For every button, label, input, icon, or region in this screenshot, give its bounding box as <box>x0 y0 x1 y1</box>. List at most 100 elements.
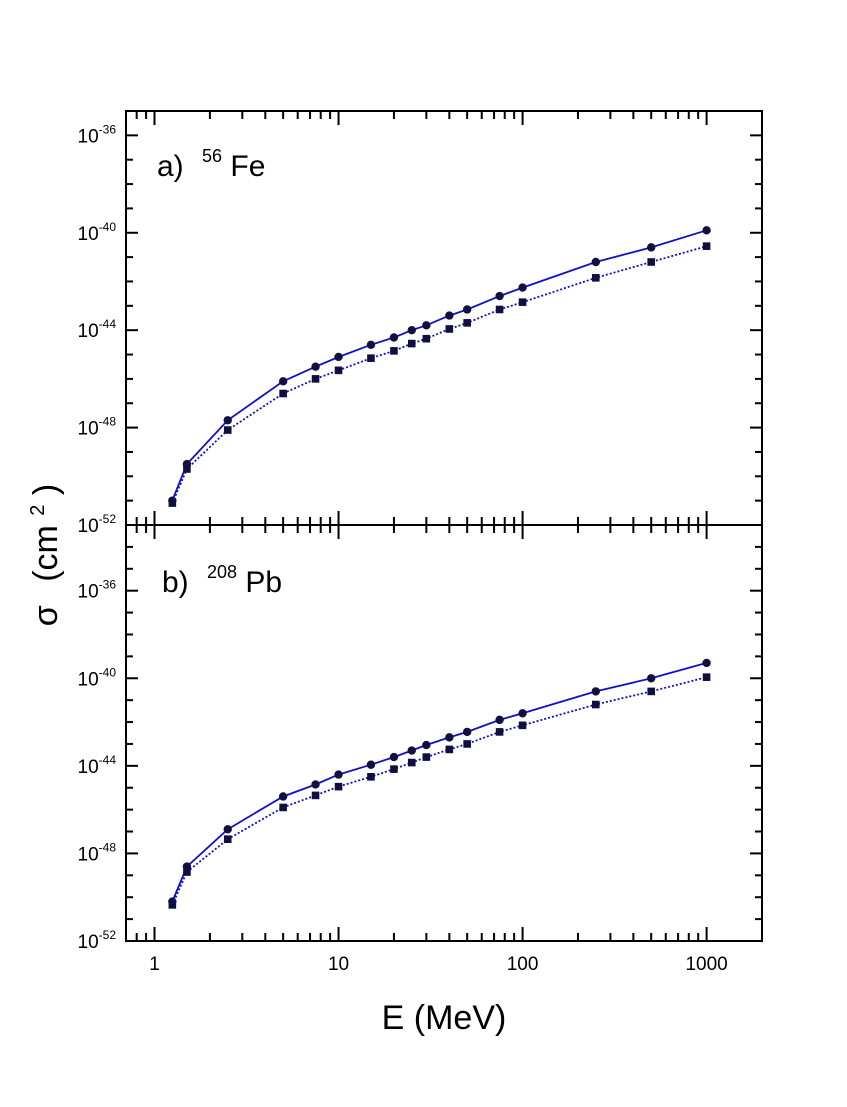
panel-b-series-0-point <box>702 658 711 668</box>
panel-b-series-1-point <box>390 765 398 773</box>
panel-b-series-0-point <box>462 727 472 737</box>
ytick-label-base: 10 <box>78 126 99 147</box>
panel-a-series-0-point <box>445 311 454 320</box>
panel-b-series-1-point <box>367 772 375 781</box>
panel-a-series-1-point <box>518 298 527 306</box>
panel-a-series-0-point <box>591 257 601 267</box>
xtick-label: 10 <box>328 954 349 975</box>
panel-a-series-0-point <box>518 283 527 292</box>
ytick-label-exp: -44 <box>99 317 117 331</box>
ytick-label-exp: -40 <box>99 665 117 679</box>
panel-a-series-0-point <box>334 352 343 362</box>
panel-a-series-1-point <box>463 319 471 327</box>
panel-b-series-0-point <box>334 770 343 779</box>
panel-b-series-0-point <box>445 733 454 742</box>
panel-b-series-0-point <box>407 746 416 755</box>
panel-b-frame <box>125 524 763 942</box>
panel-a-series-0-point <box>462 305 472 314</box>
panel-a-series-1-point <box>367 354 375 362</box>
panel-b-label: b) 208 Pb <box>162 552 282 599</box>
panel-b-series-0-point <box>366 760 376 769</box>
panel-b-ytick-label: 10-36 <box>78 578 117 603</box>
panel-b-series-1-point <box>168 901 177 909</box>
panel-b-series-1-point <box>422 753 431 761</box>
panel-a-ytick-label: 10-44 <box>78 317 117 342</box>
y-axis-title-close: ) <box>27 484 65 495</box>
ytick-label-exp: -44 <box>99 753 117 767</box>
panel-a-series-1-point <box>223 426 232 434</box>
panel-a-series-1-point <box>702 242 711 250</box>
panel-a-series-1-point <box>168 499 177 507</box>
panel-b-label-prefix: b) <box>162 566 189 599</box>
ytick-label-exp: -52 <box>99 512 117 526</box>
panel-b-series-1-point <box>463 740 471 748</box>
ytick-label-base: 10 <box>78 224 99 245</box>
panel-a-series-0-point <box>495 291 504 301</box>
panel-a-series-1-point <box>445 325 454 333</box>
panel-a-series-1-point <box>311 375 320 383</box>
panel-a-series-1-point <box>422 334 431 343</box>
panel-b-label-mass: 208 <box>207 562 237 582</box>
ytick-label-base: 10 <box>78 419 99 440</box>
panel-b-series-1-point <box>223 835 232 843</box>
ytick-label-base: 10 <box>78 757 99 778</box>
panel-b-series-1-point <box>702 673 711 681</box>
ytick-label-base: 10 <box>78 844 99 865</box>
panel-a-ytick-label: 10-36 <box>78 122 117 147</box>
panel-b-ytick-label: 10-44 <box>78 753 117 778</box>
panel-b-series-1-point <box>311 791 320 800</box>
panel-a-series-1-point <box>183 465 191 473</box>
plot-layer: 10-5210-4810-4410-4010-3610-5210-4810-44… <box>78 110 763 975</box>
panel-a-series-1-point <box>407 339 416 348</box>
panel-a-series-0-point <box>389 333 399 342</box>
ytick-label-base: 10 <box>78 582 99 603</box>
panel-b-series-0-point <box>495 715 504 725</box>
panel-a-series-1-point <box>279 389 287 398</box>
panel-a-series-1-line <box>171 245 707 504</box>
panel-a-label-mass: 56 <box>202 146 222 166</box>
panel-a-ytick-label: 10-40 <box>78 220 117 245</box>
panel-a-series-0-point <box>422 321 431 330</box>
panel-b-series-1-point <box>279 803 287 812</box>
panel-b-series-0-point <box>422 740 431 750</box>
panel-a-label-element: Fe <box>230 150 265 183</box>
panel-b-series-0-point <box>591 687 601 696</box>
y-axis-title-symbol: σ <box>27 605 65 626</box>
ytick-label-exp: -52 <box>99 928 117 942</box>
panel-a-ytick-label: 10-52 <box>78 512 117 537</box>
y-axis-title: σ (cm 2 ) <box>14 484 65 626</box>
panel-a-series-0-point <box>311 362 320 371</box>
panel-a-series-0-point <box>702 226 711 235</box>
panel-a-series-0-point <box>223 416 232 425</box>
panel-b-series-0-point <box>518 709 527 718</box>
panel-a-series-0-point <box>407 325 416 335</box>
panel-b-series-1-point <box>647 687 656 696</box>
y-axis-title-open: (cm <box>27 525 65 582</box>
ytick-label-base: 10 <box>78 516 99 537</box>
xtick-label: 100 <box>507 954 539 975</box>
panel-b-series-0-point <box>223 825 232 834</box>
ytick-label-exp: -48 <box>99 415 117 429</box>
y-axis-title-exp: 2 <box>27 505 49 516</box>
panel-b-series-0-point <box>278 792 288 801</box>
ytick-label-base: 10 <box>78 321 99 342</box>
panel-b-series-0-point <box>311 780 320 789</box>
panel-b-ytick-label: 10-52 <box>78 928 117 953</box>
panel-b-series-0-point <box>647 674 656 683</box>
panel-b-series-1-point <box>592 700 600 709</box>
panel-b-series-1-point <box>445 745 454 754</box>
xtick-label: 1 <box>149 954 160 975</box>
x-axis-title: E (MeV) <box>382 999 507 1037</box>
ytick-label-base: 10 <box>78 932 99 953</box>
panel-a-series-0-point <box>366 340 376 349</box>
panel-b-series-1-point <box>407 758 416 767</box>
panel-b-label-element: Pb <box>245 566 282 599</box>
panel-a-series-0-point <box>278 377 288 386</box>
panel-a-series-1-point <box>390 347 398 355</box>
ytick-label-exp: -36 <box>99 578 117 592</box>
panel-a-series-1-point <box>592 274 600 282</box>
panel-b-series-1-point <box>183 868 191 876</box>
